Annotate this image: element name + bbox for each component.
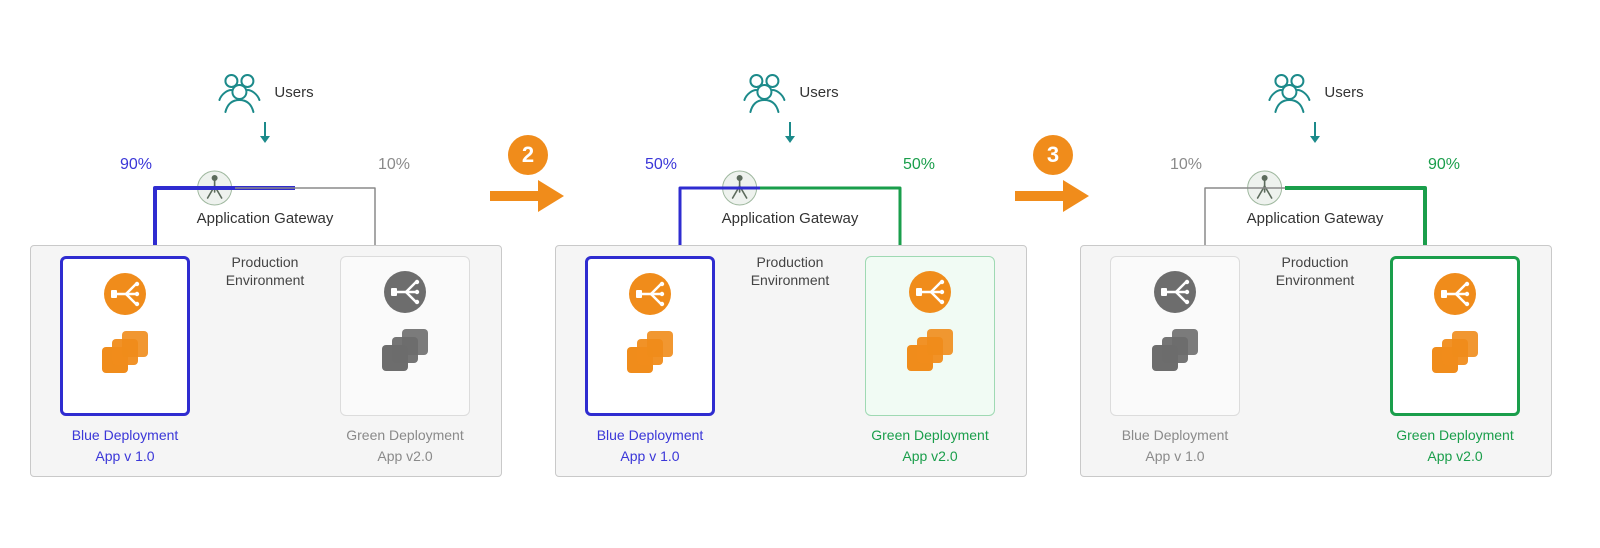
users-label: Users [799, 84, 838, 101]
load-balancer-icon [907, 269, 953, 315]
blue-deployment-name: Blue Deployment [570, 425, 730, 446]
blue-deployment-labels: Blue Deployment App v 1.0 [570, 425, 730, 467]
right-percent-label: 90% [1428, 156, 1460, 174]
users-icon [1266, 70, 1312, 114]
arrow-down-icon [783, 120, 797, 146]
env-title: Production Environment [226, 253, 305, 289]
green-deployment-box [340, 256, 470, 416]
env-title-line1: Production [232, 254, 299, 270]
right-percent-label: 50% [903, 156, 935, 174]
users-row: Users [1266, 70, 1363, 114]
containers-icon [1428, 329, 1482, 379]
left-percent-label: 50% [645, 156, 677, 174]
load-balancer-icon [1432, 271, 1478, 317]
green-deployment-version: App v2.0 [325, 446, 485, 467]
step-badge-2: 2 [508, 135, 548, 175]
env-title-line1: Production [757, 254, 824, 270]
green-deployment-labels: Green Deployment App v2.0 [1375, 425, 1535, 467]
users-to-gateway-arrow [258, 120, 272, 146]
blue-deployment-box [585, 256, 715, 416]
step-arrow-3 [1015, 178, 1090, 214]
green-deployment-box [1390, 256, 1520, 416]
transition-arrow-icon [490, 178, 565, 214]
env-title-line2: Environment [751, 272, 830, 288]
users-row: Users [216, 70, 313, 114]
blue-deployment-labels: Blue Deployment App v 1.0 [45, 425, 205, 467]
left-percent-label: 90% [120, 156, 152, 174]
containers-icon [903, 327, 957, 377]
load-balancer-icon [627, 271, 673, 317]
green-deployment-box [865, 256, 995, 416]
load-balancer-icon [382, 269, 428, 315]
blue-deployment-version: App v 1.0 [570, 446, 730, 467]
left-percent-label: 10% [1170, 156, 1202, 174]
blue-deployment-box [60, 256, 190, 416]
containers-icon [98, 329, 152, 379]
users-to-gateway-arrow [783, 120, 797, 146]
env-title-line2: Environment [226, 272, 305, 288]
blue-deployment-name: Blue Deployment [45, 425, 205, 446]
step-arrow-2 [490, 178, 565, 214]
env-title-line1: Production [1282, 254, 1349, 270]
green-deployment-version: App v2.0 [850, 446, 1010, 467]
users-row: Users [741, 70, 838, 114]
arrow-down-icon [1308, 120, 1322, 146]
blue-deployment-version: App v 1.0 [45, 446, 205, 467]
users-to-gateway-arrow [1308, 120, 1322, 146]
green-deployment-labels: Green Deployment App v2.0 [850, 425, 1010, 467]
transition-arrow-icon [1015, 178, 1090, 214]
green-deployment-labels: Green Deployment App v2.0 [325, 425, 485, 467]
load-balancer-icon [102, 271, 148, 317]
blue-deployment-name: Blue Deployment [1095, 425, 1255, 446]
blue-deployment-version: App v 1.0 [1095, 446, 1255, 467]
env-title-line2: Environment [1276, 272, 1355, 288]
blue-deployment-labels: Blue Deployment App v 1.0 [1095, 425, 1255, 467]
blue-deployment-box [1110, 256, 1240, 416]
green-deployment-version: App v2.0 [1375, 446, 1535, 467]
step-badge-3: 3 [1033, 135, 1073, 175]
green-deployment-name: Green Deployment [1375, 425, 1535, 446]
arrow-down-icon [258, 120, 272, 146]
env-title: Production Environment [751, 253, 830, 289]
green-deployment-name: Green Deployment [325, 425, 485, 446]
load-balancer-icon [1152, 269, 1198, 315]
containers-icon [623, 329, 677, 379]
containers-icon [378, 327, 432, 377]
users-label: Users [1324, 84, 1363, 101]
env-title: Production Environment [1276, 253, 1355, 289]
users-icon [741, 70, 787, 114]
right-percent-label: 10% [378, 156, 410, 174]
users-label: Users [274, 84, 313, 101]
users-icon [216, 70, 262, 114]
containers-icon [1148, 327, 1202, 377]
green-deployment-name: Green Deployment [850, 425, 1010, 446]
